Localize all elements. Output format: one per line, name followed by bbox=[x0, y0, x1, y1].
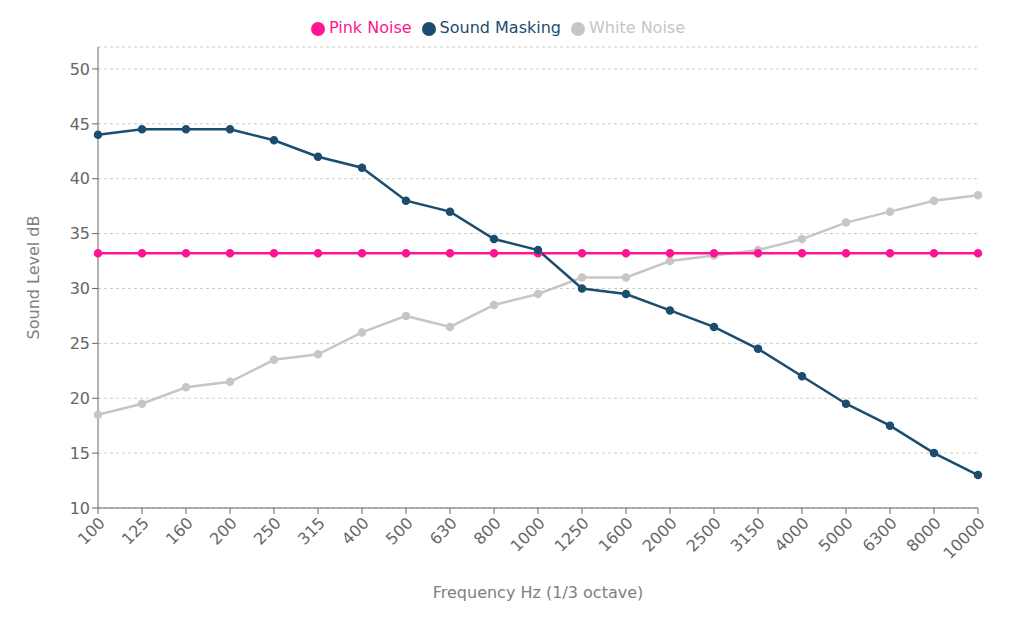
svg-text:2500: 2500 bbox=[683, 513, 725, 555]
svg-text:200: 200 bbox=[206, 513, 241, 548]
svg-text:Frequency Hz (1/3 octave): Frequency Hz (1/3 octave) bbox=[433, 583, 644, 602]
svg-text:1000: 1000 bbox=[507, 513, 549, 555]
svg-text:315: 315 bbox=[294, 513, 329, 548]
svg-text:100: 100 bbox=[74, 513, 109, 548]
svg-text:400: 400 bbox=[338, 513, 373, 548]
svg-text:2000: 2000 bbox=[639, 513, 681, 555]
svg-text:30: 30 bbox=[70, 279, 90, 298]
html-text:Pink Noise: Pink Noise bbox=[329, 18, 412, 37]
svg-text:35: 35 bbox=[70, 224, 90, 243]
svg-text:15: 15 bbox=[70, 444, 90, 463]
svg-text:10000: 10000 bbox=[939, 513, 988, 562]
svg-text:630: 630 bbox=[426, 513, 461, 548]
svg-text:40: 40 bbox=[70, 169, 90, 188]
svg-text:1250: 1250 bbox=[551, 513, 593, 555]
svg-text:25: 25 bbox=[70, 334, 90, 353]
svg-text:6300: 6300 bbox=[859, 513, 901, 555]
svg-text:3150: 3150 bbox=[727, 513, 769, 555]
svg-text:250: 250 bbox=[250, 513, 285, 548]
html-text:White Noise: White Noise bbox=[589, 18, 685, 37]
svg-text:800: 800 bbox=[470, 513, 505, 548]
svg-text:20: 20 bbox=[70, 389, 90, 408]
svg-text:8000: 8000 bbox=[902, 513, 945, 556]
svg-text:500: 500 bbox=[382, 513, 417, 548]
svg-text:4000: 4000 bbox=[771, 513, 813, 555]
svg-text:10: 10 bbox=[70, 499, 90, 518]
svg-text:5000: 5000 bbox=[815, 513, 857, 555]
svg-text:125: 125 bbox=[118, 513, 153, 548]
svg-text:45: 45 bbox=[70, 115, 90, 134]
svg-text:50: 50 bbox=[70, 60, 90, 79]
svg-text:Sound Level dB: Sound Level dB bbox=[24, 216, 43, 340]
svg-text:1600: 1600 bbox=[595, 513, 637, 555]
svg-text:160: 160 bbox=[162, 513, 197, 548]
html-text:Sound Masking: Sound Masking bbox=[439, 18, 561, 37]
